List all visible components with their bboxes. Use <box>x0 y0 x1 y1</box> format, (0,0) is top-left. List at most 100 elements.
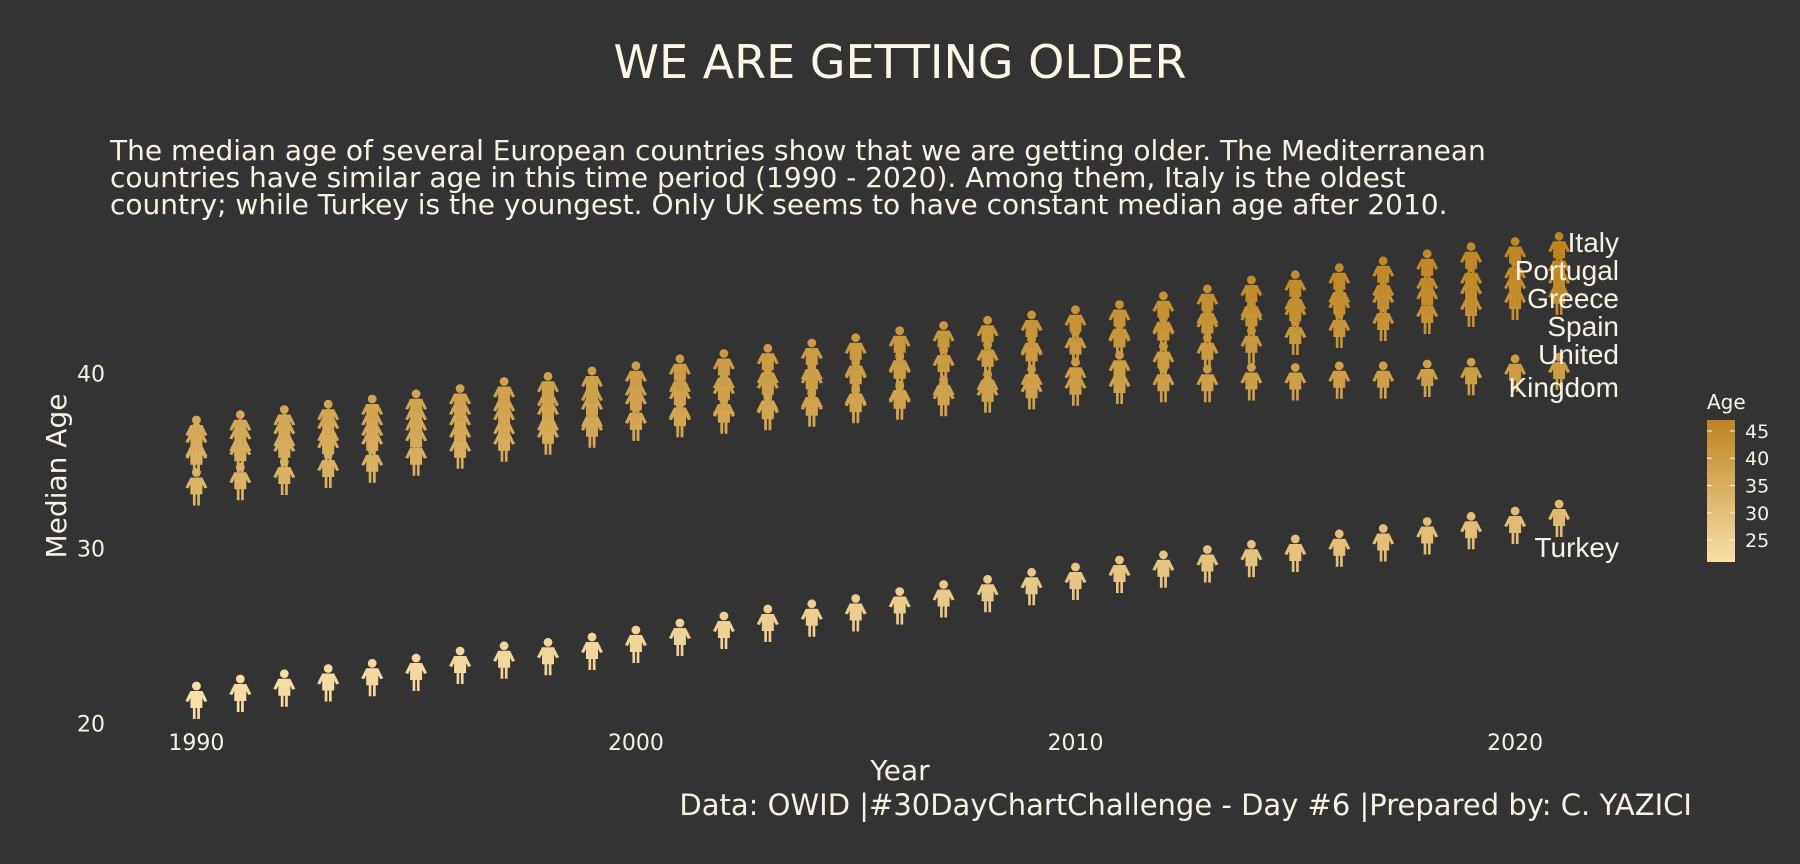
person-icon <box>1108 555 1131 593</box>
person-icon <box>405 653 428 691</box>
person-icon <box>537 417 559 455</box>
person-icon <box>537 637 559 676</box>
color-legend: Age 25 30 35 40 45 <box>1707 390 1769 562</box>
y-tick-label: 30 <box>77 537 105 562</box>
person-icon <box>712 394 735 432</box>
person-icon <box>1064 305 1087 343</box>
person-icon <box>1152 291 1175 329</box>
person-icon <box>1416 517 1439 555</box>
person-icon <box>1196 545 1219 583</box>
x-tick-label: 2010 <box>1048 731 1104 756</box>
legend-colorbar <box>1707 420 1735 562</box>
person-icon <box>229 410 252 448</box>
person-icon <box>185 468 208 506</box>
series-label: Portugal <box>1515 255 1619 286</box>
x-axis-title: Year <box>869 754 930 787</box>
person-icon <box>1020 567 1043 606</box>
legend-tick-label: 30 <box>1745 503 1769 525</box>
person-icon <box>361 658 384 697</box>
x-tick-label: 2020 <box>1487 731 1543 756</box>
person-icon <box>1548 499 1571 537</box>
person-icon <box>1504 506 1527 544</box>
y-axis-ticks: 20 30 40 <box>77 362 105 737</box>
person-icon <box>888 587 911 625</box>
person-icon <box>1328 361 1351 399</box>
person-icon <box>317 399 340 438</box>
person-icon <box>1328 529 1351 567</box>
person-icon <box>1328 310 1351 348</box>
person-icon <box>888 380 911 418</box>
chart-title: WE ARE GETTING OLDER <box>614 35 1187 89</box>
person-icon <box>712 611 735 649</box>
person-icon <box>1240 539 1263 578</box>
person-icon <box>1152 364 1175 403</box>
person-icon <box>185 415 208 453</box>
person-icon <box>361 394 384 432</box>
legend-title: Age <box>1707 390 1746 414</box>
person-icon <box>1020 310 1043 348</box>
person-icon <box>1416 359 1439 397</box>
person-icon <box>1240 363 1263 401</box>
person-icon <box>493 377 516 415</box>
person-icon <box>800 599 823 637</box>
person-icon <box>756 604 779 642</box>
person-icon <box>844 333 867 371</box>
person-icon <box>976 574 999 613</box>
x-tick-label: 1990 <box>168 731 224 756</box>
person-icon <box>1152 342 1175 380</box>
person-icon <box>800 387 823 425</box>
person-icon <box>1284 363 1307 401</box>
person-icon <box>1372 303 1395 341</box>
person-icon <box>1196 364 1219 403</box>
series-label: Kingdom <box>1508 372 1619 403</box>
person-icon <box>800 338 823 376</box>
person-icon <box>317 450 340 488</box>
y-axis-title: Median Age <box>40 394 73 559</box>
person-icon <box>888 326 911 364</box>
person-icon <box>1416 249 1439 287</box>
y-tick-label: 40 <box>77 362 105 387</box>
person-icon <box>624 625 647 663</box>
chart-subtitle-line-2: countries have similar age in this time … <box>110 161 1405 194</box>
person-icon <box>449 646 472 684</box>
person-icon <box>273 457 296 495</box>
chart-caption: Data: OWID |#30DayChartChallenge - Day #… <box>679 788 1692 822</box>
person-icon <box>229 674 252 712</box>
person-icon <box>537 371 559 410</box>
legend-tick-label: 25 <box>1745 530 1769 552</box>
legend-tick-label: 45 <box>1745 421 1769 443</box>
person-icon <box>1460 511 1483 550</box>
person-icon <box>361 445 384 483</box>
person-icon <box>1372 256 1395 294</box>
person-icon <box>712 349 735 387</box>
series-label: Italy <box>1568 227 1619 258</box>
person-icon <box>844 594 867 632</box>
x-axis-ticks: 1990 2000 2010 2020 <box>168 731 1543 756</box>
person-icon <box>405 438 428 476</box>
person-icon <box>1460 242 1483 280</box>
person-icon <box>1108 300 1131 338</box>
person-icon <box>932 375 955 413</box>
person-icon <box>844 384 867 422</box>
person-icon <box>273 405 296 443</box>
person-icon <box>976 370 999 408</box>
series-label: Greece <box>1527 283 1619 314</box>
person-icon <box>668 618 691 656</box>
person-icon <box>1548 231 1571 270</box>
person-icon <box>1064 562 1087 600</box>
person-icon <box>1548 352 1571 390</box>
legend-ticks: 25 30 35 40 45 <box>1707 421 1769 552</box>
series-label: United <box>1538 339 1619 370</box>
person-icon <box>405 389 428 427</box>
person-icon <box>581 632 603 670</box>
person-icon <box>317 664 340 702</box>
person-icon <box>493 641 516 679</box>
person-icon <box>756 391 779 429</box>
person-icon <box>756 343 779 382</box>
person-icon <box>624 361 647 399</box>
person-icon <box>1284 270 1307 308</box>
x-tick-label: 2000 <box>608 731 664 756</box>
person-icon <box>581 366 603 404</box>
legend-tick-label: 40 <box>1745 448 1769 470</box>
